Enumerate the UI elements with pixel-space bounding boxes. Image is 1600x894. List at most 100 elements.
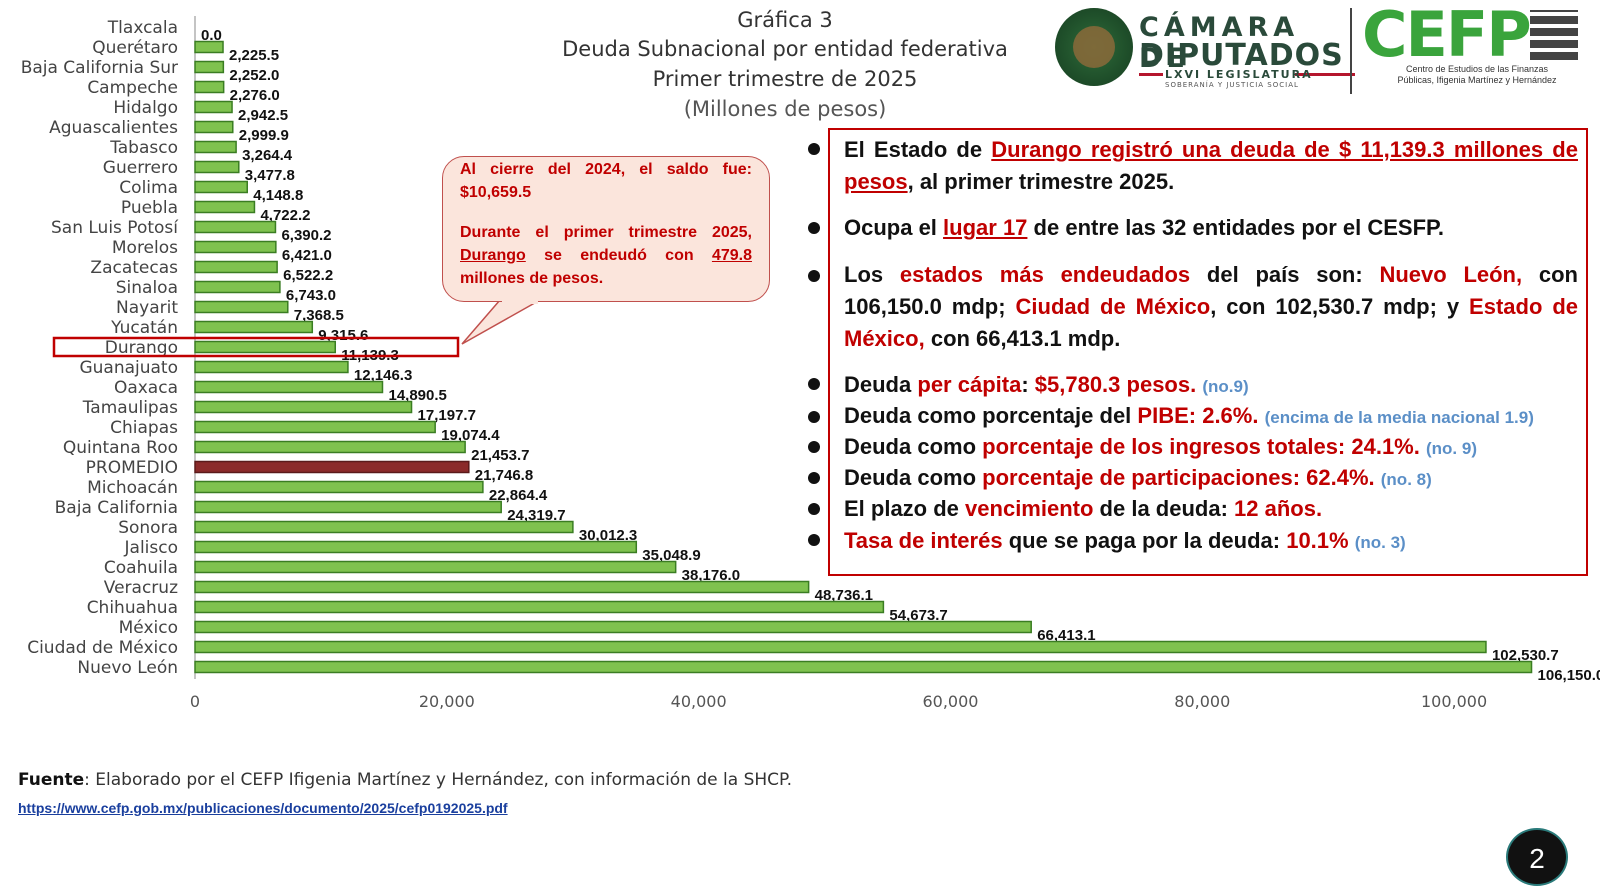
x-tick-label: 60,000 [922,692,978,711]
durango-highlight-box [52,336,460,358]
bullet-text: Ocupa el lugar 17 de entre las 32 entida… [844,215,1444,240]
category-label: Quintana Roo [63,438,178,458]
callout-text: Al cierre del 2024, el saldo fue: $10,65… [460,161,752,201]
bar-chart: Tlaxcala 0.0 Querétaro 2,225.5 Baja Californ… [21,16,1600,711]
bullet-icon [808,534,820,546]
category-label: Guanajuato [79,358,178,378]
value-label: 2,252.0 [229,67,279,84]
source-note: Fuente: Elaborado por el CEFP Ifigenia M… [18,770,793,790]
category-label: Morelos [112,238,178,258]
bullet-text: Deuda per cápita: $5,780.3 pesos. (no.9) [844,372,1249,397]
bullet-icon [808,378,820,390]
category-label: Nayarit [116,298,178,318]
value-label: 9,315.6 [318,327,368,344]
category-label: Chihuahua [87,598,178,618]
bar [194,480,484,494]
logo-text: DIPUTADOS [1139,38,1344,73]
value-label: 0.0 [201,27,222,44]
category-label: Hidalgo [113,98,178,118]
logo-text: SOBERANÍA Y JUSTICIA SOCIAL [1165,81,1299,89]
bullet-text: Tasa de interés que se paga por la deuda… [844,528,1406,553]
bullet-icon [808,222,820,234]
national-seal-icon [1055,8,1133,86]
category-label: Baja California Sur [21,58,178,78]
value-label: 7,368.5 [294,307,344,324]
category-label: Coahuila [104,558,178,578]
value-label: 12,146.3 [354,367,412,384]
category-label: PROMEDIO [86,458,178,478]
bullet-icon [808,143,820,155]
bar [194,660,1533,674]
bullet-text: Deuda como porcentaje del PIBE: 2.6%. (e… [844,403,1534,428]
bar [194,40,224,54]
value-label: 3,477.8 [245,167,295,184]
bullet-icon [808,441,820,453]
cefp-grid-icon [1530,10,1578,60]
value-label: 17,197.7 [418,407,476,424]
category-label: Veracruz [104,578,178,598]
callout-text: Durante el primer trimestre 2025, Durang… [460,224,752,287]
category-label: Puebla [121,198,178,218]
category-label: Yucatán [110,318,178,338]
chart-units: (Millones de pesos) [683,97,887,121]
value-label: 19,074.4 [441,427,500,444]
bullet-text: El plazo de vencimiento de la deuda: 12 … [844,496,1323,521]
logo-text: Centro de Estudios de las Finanzas Públi… [1397,64,1557,85]
category-label: Tabasco [109,138,178,158]
source-link[interactable]: https://www.cefp.gob.mx/publicaciones/do… [18,800,508,816]
callout-bubble [442,156,770,302]
bar [194,420,436,434]
value-label: 21,453.7 [471,447,529,464]
bar [194,640,1487,654]
category-label: Jalisco [124,538,178,558]
bar [194,520,574,534]
chart-subtitle: Primer trimestre de 2025 [652,67,918,91]
camara-diputados-logo: CÁMARA DE DIPUTADOS LXVI LEGISLATURA SOB… [1055,6,1355,92]
bar [194,260,278,274]
value-label: 14,890.5 [388,387,446,404]
logo-divider [1350,8,1352,94]
category-label: Michoacán [87,478,178,498]
bar [194,320,314,334]
category-label: Nuevo León [77,658,178,678]
x-tick-label: 80,000 [1174,692,1230,711]
category-label: Oaxaca [114,378,178,398]
bullet-text: El Estado de Durango registró una deuda … [844,137,1578,194]
category-label: Colima [119,178,178,198]
category-label: Guerrero [103,158,178,178]
bar [194,140,237,154]
value-label: 21,746.8 [475,467,533,484]
value-label: 6,522.2 [283,267,333,284]
value-label: 6,743.0 [286,287,336,304]
value-label: 106,150.0 [1538,667,1600,684]
value-label: 22,864.4 [489,487,548,504]
value-label: 6,421.0 [282,247,332,264]
category-label: Tamaulipas [82,398,178,418]
category-label: México [119,618,178,638]
bar [194,600,885,614]
value-label: 3,264.4 [242,147,293,164]
bar [194,180,248,194]
value-label: 6,390.2 [281,227,331,244]
category-label: Zacatecas [90,258,178,278]
bullet-text: Deuda como porcentaje de participaciones… [844,465,1432,490]
value-label: 2,225.5 [229,47,279,64]
logo-text: LXVI LEGISLATURA [1165,68,1313,81]
value-label: 2,942.5 [238,107,288,124]
value-label: 30,012.3 [579,527,637,544]
value-label: 35,048.9 [642,547,700,564]
value-label: 24,319.7 [507,507,565,524]
value-label: 4,148.8 [253,187,303,204]
chart-number: Gráfica 3 [737,8,833,32]
page-number: 2 [1506,828,1568,886]
logo-text: CEFP [1362,0,1532,71]
value-label: 102,530.7 [1492,647,1559,664]
category-label: Ciudad de México [27,638,178,658]
bullet-icon [808,270,820,282]
bullet-text: Los estados más endeudados del país son:… [844,262,1578,351]
category-label: Sinaloa [116,278,178,298]
category-label: Baja California [55,498,178,518]
bar [194,300,289,314]
bar [194,120,234,134]
bar [194,340,337,354]
